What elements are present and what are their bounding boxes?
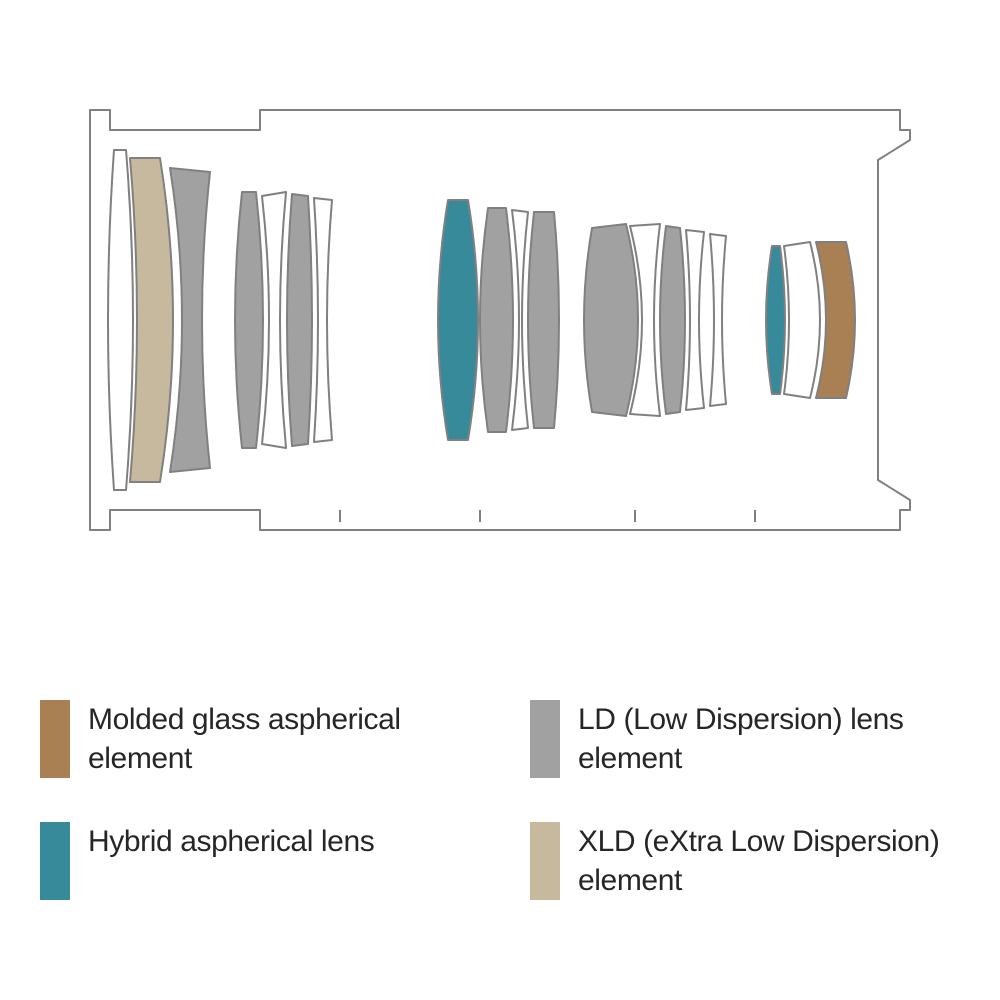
lens-element-g5b xyxy=(784,242,820,398)
legend-item-ld: LD (Low Dispersion) lens element xyxy=(530,700,960,778)
legend-label: Hybrid aspherical lens xyxy=(88,822,374,861)
lens-element-g4a xyxy=(584,224,638,416)
lens-element-g1b xyxy=(130,158,173,482)
lens-element-g1a xyxy=(108,150,133,490)
swatch-molded-glass xyxy=(40,700,70,778)
legend-item-hybrid: Hybrid aspherical lens xyxy=(40,822,470,900)
legend: Molded glass aspherical element LD (Low … xyxy=(40,700,960,900)
lens-element-g4d xyxy=(686,230,704,410)
lens-element-g3d xyxy=(528,212,559,428)
lens-element-g4c xyxy=(660,226,685,414)
lens-element-g5c xyxy=(816,242,855,398)
legend-item-xld: XLD (eXtra Low Dispersion) element xyxy=(530,822,960,900)
lens-element-g3a xyxy=(438,200,478,440)
lens-element-g2a xyxy=(235,192,263,448)
legend-label: Molded glass aspherical element xyxy=(88,700,470,778)
swatch-ld xyxy=(530,700,560,778)
lens-element-g4e xyxy=(710,234,726,406)
lens-element-g5a xyxy=(766,246,785,394)
swatch-hybrid xyxy=(40,822,70,900)
swatch-xld xyxy=(530,822,560,900)
lens-diagram xyxy=(70,90,930,550)
legend-label: XLD (eXtra Low Dispersion) element xyxy=(578,822,960,900)
lens-element-g2c xyxy=(287,194,312,446)
lens-element-g3b xyxy=(480,208,513,432)
lens-svg xyxy=(70,90,930,550)
lens-element-g3c xyxy=(512,210,528,430)
lens-element-g1c xyxy=(170,168,210,472)
lens-element-g2b xyxy=(262,192,286,448)
legend-label: LD (Low Dispersion) lens element xyxy=(578,700,960,778)
lens-element-g2d xyxy=(314,198,332,442)
legend-item-molded-glass: Molded glass aspherical element xyxy=(40,700,470,778)
